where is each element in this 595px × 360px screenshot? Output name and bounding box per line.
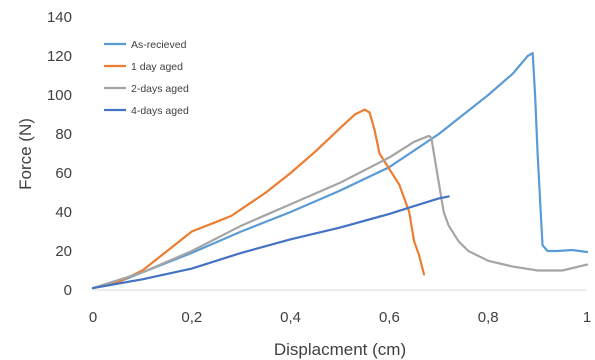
x-tick-label: 1 [583,309,591,326]
y-tick-label: 40 [55,204,72,221]
y-tick-label: 120 [47,48,72,65]
x-axis-title: Displacment (cm) [274,340,406,359]
y-tick-label: 140 [47,9,72,26]
x-axis-tick-labels: 0 0,2 0,4 0,6 0,8 1 [89,309,591,326]
y-tick-label: 60 [55,165,72,182]
y-axis-title: Force (N) [16,118,35,190]
series-lines [91,51,589,290]
y-tick-label: 20 [55,243,72,260]
x-tick-label: 0,4 [280,309,301,326]
x-tick-label: 0,6 [379,309,400,326]
series-line-4 [91,195,450,290]
x-tick-label: 0 [89,309,97,326]
x-tick-label: 0,2 [181,309,202,326]
y-tick-label: 100 [47,87,72,104]
legend: As-recieved 1 day aged 2-days aged 4-days a… [104,39,189,117]
series-line-2 [91,108,426,290]
legend-label: 4-days aged [131,105,189,117]
legend-label: 1 day aged [131,61,183,73]
y-axis-tick-labels: 0 20 40 60 80 100 120 140 [47,9,72,299]
series-line-3 [91,134,589,290]
legend-label: As-recieved [131,39,187,51]
y-tick-label: 80 [55,126,72,143]
series-line-1 [91,51,589,290]
y-tick-label: 0 [64,282,72,299]
x-tick-label: 0,8 [478,309,499,326]
legend-label: 2-days aged [131,83,189,95]
